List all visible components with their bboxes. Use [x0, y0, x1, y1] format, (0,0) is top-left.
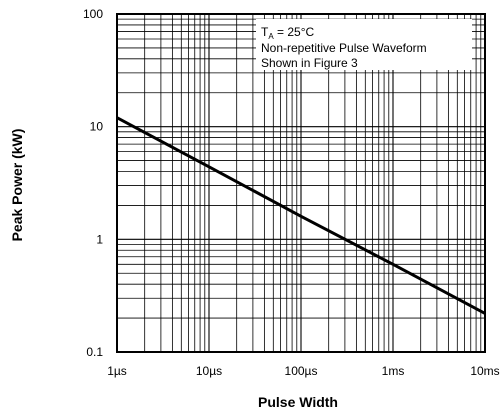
x-tick-label: 1µs: [107, 364, 127, 378]
x-axis-label: Pulse Width: [258, 394, 338, 410]
plot-border: [116, 13, 486, 353]
y-tick-labels: 0.1 1 10 100: [83, 7, 103, 359]
annotation-ta-subscript: A: [268, 32, 274, 41]
x-tick-labels: 1µs 10µs 100µs 1ms 10ms: [107, 364, 499, 378]
annotation-line-1: TA = 25°C: [261, 25, 315, 41]
grid: [116, 14, 485, 353]
annotation-line-2: Non-repetitive Pulse Waveform: [261, 41, 427, 55]
x-tick-label: 100µs: [285, 364, 318, 378]
series-line: [116, 116, 486, 315]
x-tick-label: 10ms: [470, 364, 499, 378]
y-tick-label: 10: [90, 120, 104, 134]
annotation-background: [256, 19, 472, 70]
annotation-ta-value: = 25°C: [274, 25, 315, 39]
series-group: [116, 116, 486, 315]
x-tick-label: 10µs: [196, 364, 222, 378]
y-axis-label: Peak Power (kW): [9, 129, 25, 242]
annotation-box: TA = 25°C Non-repetitive Pulse Waveform …: [256, 19, 472, 70]
y-tick-label: 100: [83, 7, 103, 21]
y-tick-label: 0.1: [86, 345, 103, 359]
plot-frame: [116, 13, 486, 353]
y-tick-label: 1: [96, 232, 103, 246]
x-tick-label: 1ms: [382, 364, 405, 378]
annotation-line-3: Shown in Figure 3: [261, 56, 358, 70]
annotation-ta-symbol: T: [261, 25, 269, 39]
